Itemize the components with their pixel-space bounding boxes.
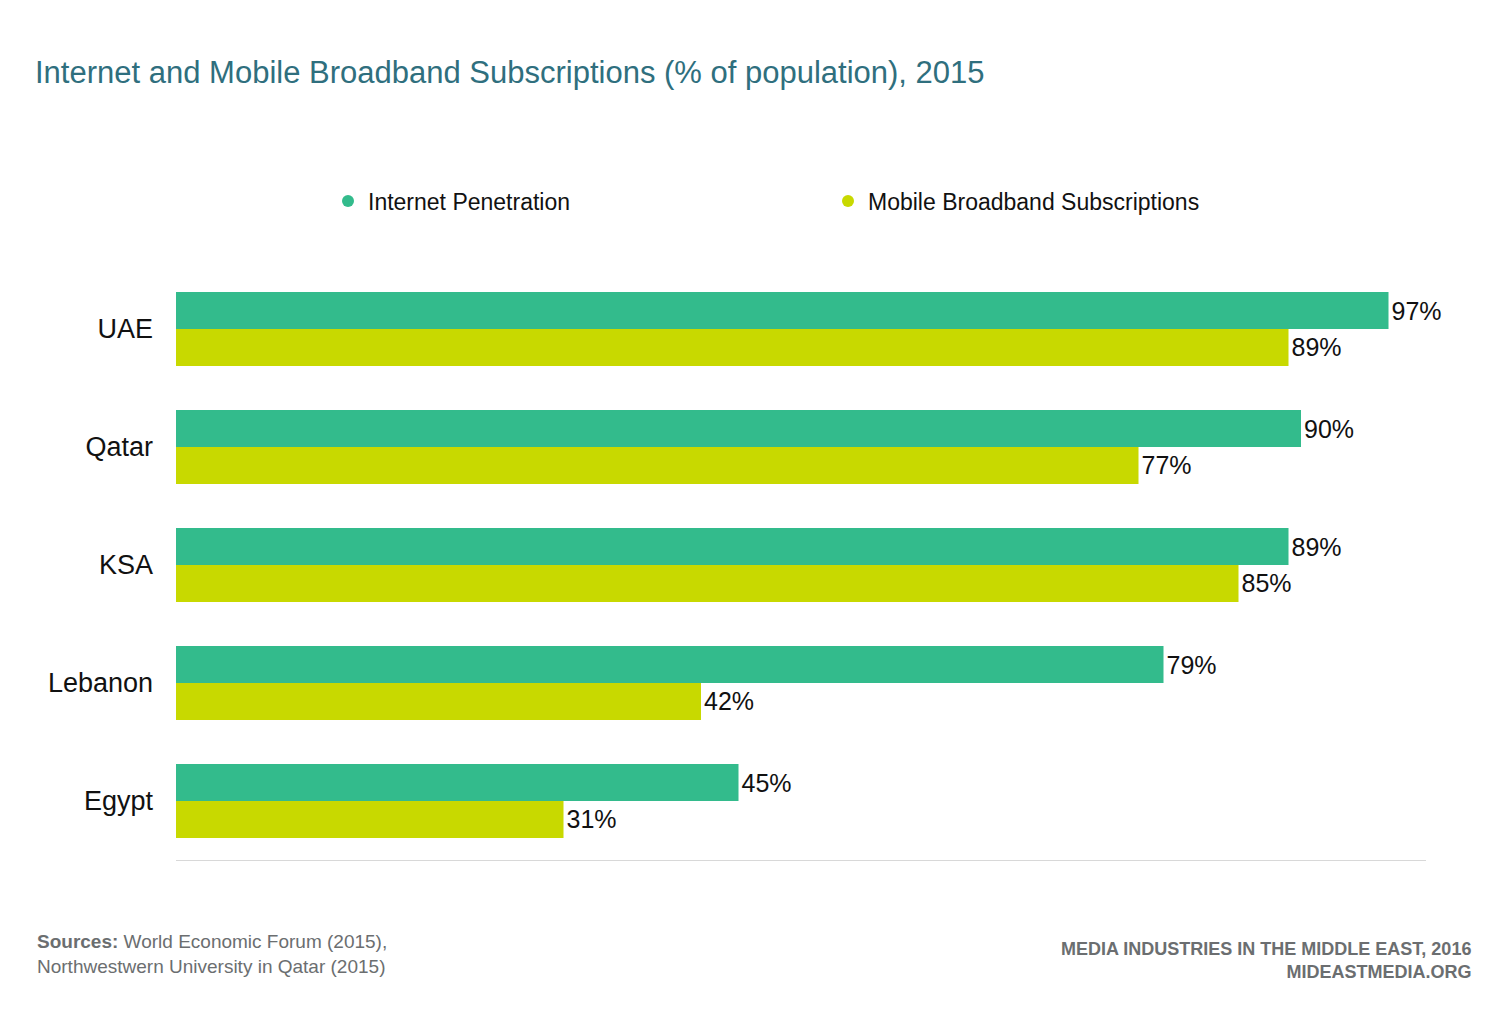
svg-text:Internet Penetration: Internet Penetration xyxy=(368,189,570,215)
svg-text:UAE: UAE xyxy=(97,314,153,344)
svg-text:89%: 89% xyxy=(1292,333,1342,361)
svg-text:Internet and Mobile Broadband: Internet and Mobile Broadband Subscripti… xyxy=(35,55,985,90)
svg-text:Mobile Broadband Subscriptions: Mobile Broadband Subscriptions xyxy=(868,189,1199,215)
svg-text:MEDIA INDUSTRIES IN THE MIDDLE: MEDIA INDUSTRIES IN THE MIDDLE EAST, 201… xyxy=(1061,939,1471,982)
svg-text:Qatar: Qatar xyxy=(85,432,153,462)
svg-text:90%: 90% xyxy=(1304,415,1354,443)
svg-text:Egypt: Egypt xyxy=(84,786,154,816)
svg-text:79%: 79% xyxy=(1167,651,1217,679)
svg-text:89%: 89% xyxy=(1292,533,1342,561)
svg-text:42%: 42% xyxy=(704,687,754,715)
svg-text:77%: 77% xyxy=(1142,451,1192,479)
svg-text:31%: 31% xyxy=(567,805,617,833)
svg-text:45%: 45% xyxy=(742,769,792,797)
svg-text:Sources: World Economic Forum: Sources: World Economic Forum (2015),Nor… xyxy=(37,931,387,977)
svg-text:KSA: KSA xyxy=(99,550,153,580)
svg-text:85%: 85% xyxy=(1242,569,1292,597)
svg-text:Lebanon: Lebanon xyxy=(48,668,153,698)
svg-text:97%: 97% xyxy=(1392,297,1442,325)
